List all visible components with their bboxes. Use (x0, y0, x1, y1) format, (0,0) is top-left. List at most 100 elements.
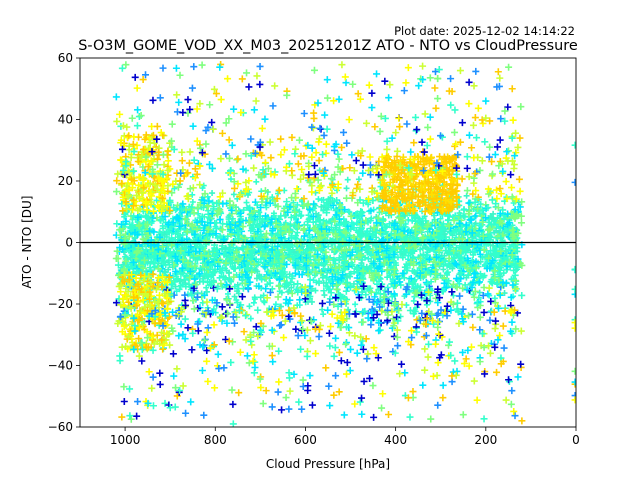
data-point (327, 289, 335, 297)
data-point (200, 203, 208, 211)
data-point (508, 184, 516, 192)
data-point (316, 216, 324, 224)
data-point (330, 198, 338, 206)
data-point (493, 280, 501, 288)
data-point (442, 196, 450, 204)
data-point (315, 277, 323, 285)
data-point (302, 289, 310, 297)
data-point (248, 268, 256, 276)
data-point (191, 275, 199, 283)
data-point (385, 253, 393, 261)
data-point (270, 234, 278, 242)
data-point (189, 297, 197, 305)
data-point (186, 148, 194, 156)
data-point (357, 233, 365, 241)
data-point (131, 198, 139, 206)
data-point (448, 176, 456, 184)
data-point (216, 216, 224, 224)
data-point (286, 203, 294, 211)
data-point (462, 221, 470, 229)
data-point (412, 192, 420, 200)
data-point (453, 194, 461, 202)
data-point (410, 139, 418, 147)
data-point (272, 220, 280, 228)
data-point (225, 154, 233, 162)
data-point (269, 227, 277, 235)
data-point (362, 291, 370, 299)
data-point (253, 178, 260, 185)
data-point (234, 257, 242, 265)
data-point (347, 212, 355, 220)
data-point (368, 274, 376, 282)
data-point (435, 246, 443, 254)
data-point (287, 308, 294, 315)
data-point (399, 153, 407, 161)
data-point (369, 246, 377, 254)
data-point (288, 274, 296, 282)
data-point (512, 212, 520, 220)
data-point (199, 277, 207, 285)
data-point (140, 184, 148, 192)
data-point (423, 223, 431, 231)
data-point (443, 302, 451, 310)
data-point (322, 283, 329, 290)
data-point (457, 269, 465, 277)
data-point (499, 278, 507, 286)
data-point (469, 279, 477, 287)
data-point (156, 233, 164, 241)
data-point (193, 218, 201, 226)
data-point (366, 153, 374, 161)
data-point (121, 271, 129, 279)
data-point (271, 269, 279, 277)
data-point (332, 294, 340, 302)
data-point (246, 239, 254, 247)
data-point (151, 237, 159, 245)
data-point (233, 248, 241, 256)
data-point (154, 279, 162, 287)
data-point (245, 205, 252, 212)
data-point (274, 202, 282, 210)
data-point (125, 233, 133, 241)
data-point (247, 214, 255, 222)
data-point (174, 183, 182, 191)
data-point (254, 268, 261, 275)
data-point (351, 332, 359, 340)
data-point (119, 225, 127, 233)
data-point (433, 253, 441, 261)
data-point (425, 288, 433, 296)
data-point (470, 174, 478, 182)
data-point (206, 265, 214, 273)
data-point (486, 143, 494, 151)
data-point (280, 207, 288, 215)
data-point (156, 249, 164, 257)
data-point (406, 307, 414, 315)
data-point (225, 216, 232, 223)
data-point (293, 240, 301, 248)
data-point (142, 212, 150, 220)
data-point (394, 225, 402, 233)
data-point (422, 271, 430, 279)
data-point (334, 302, 342, 310)
data-point (315, 157, 323, 165)
data-point (342, 280, 350, 288)
data-point (248, 224, 255, 231)
data-point (453, 299, 461, 307)
data-point (419, 155, 427, 163)
data-point (341, 258, 349, 266)
data-point (416, 202, 424, 210)
data-point (332, 211, 340, 219)
data-point (179, 238, 187, 246)
data-point (365, 201, 372, 208)
data-point (506, 243, 513, 250)
data-point (440, 182, 448, 190)
data-point (204, 252, 212, 260)
data-point (342, 246, 350, 254)
data-point (248, 246, 256, 254)
data-point (219, 200, 227, 208)
data-point (516, 187, 524, 195)
data-point (277, 303, 284, 310)
data-point (287, 213, 295, 221)
data-point (391, 231, 399, 239)
data-point (512, 195, 520, 203)
data-point (400, 227, 408, 235)
